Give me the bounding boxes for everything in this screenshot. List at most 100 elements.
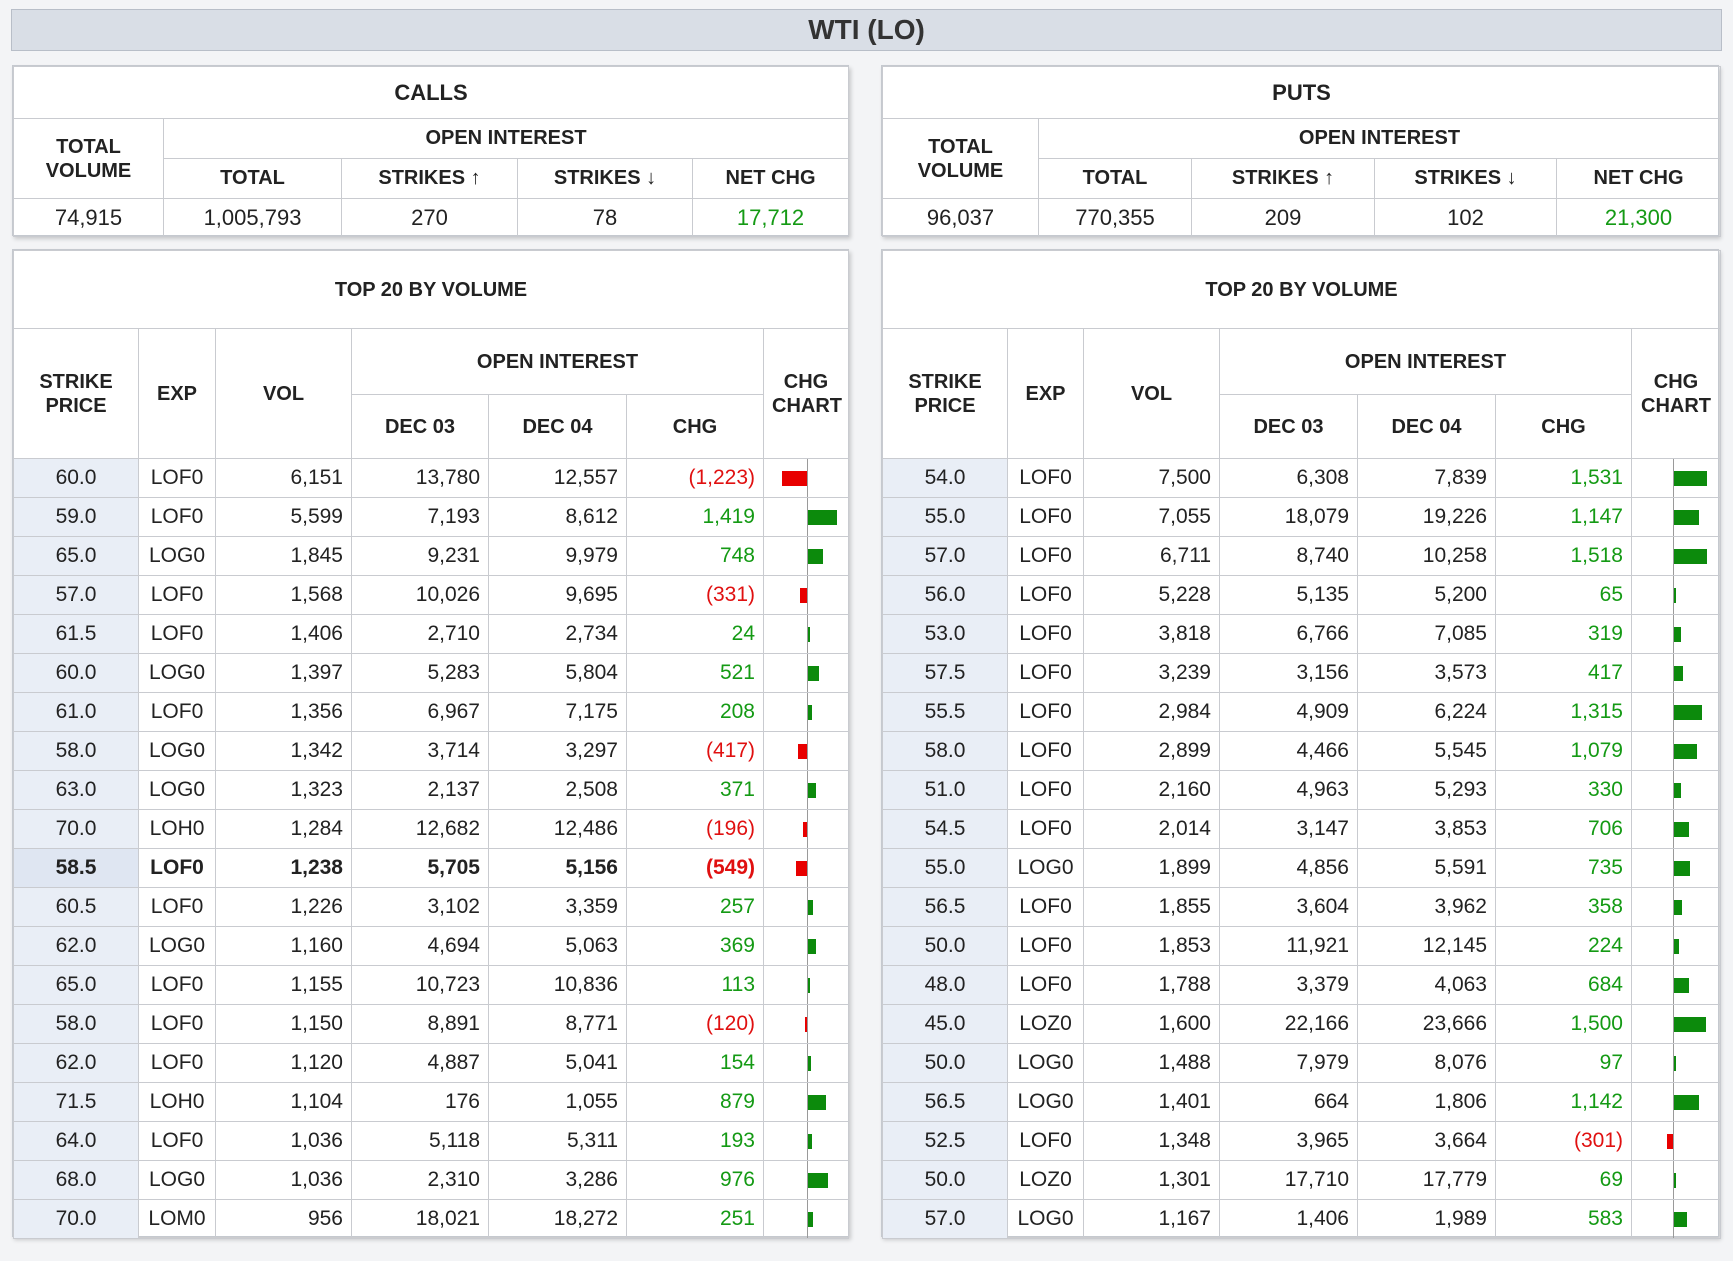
- chg-chart-cell: [762, 575, 850, 615]
- vol-cell: 1,397: [215, 653, 352, 693]
- dec03-cell: 4,963: [1219, 770, 1358, 810]
- chg-chart-axis: [1673, 810, 1674, 848]
- chg-cell: 1,500: [1495, 1004, 1632, 1044]
- exp-cell: LOF0: [1007, 731, 1084, 771]
- exp-cell: LOF0: [138, 614, 216, 654]
- dec03-cell: 6,766: [1219, 614, 1358, 654]
- calls-oi-total-value: 1,005,793: [163, 198, 342, 237]
- table-row: 58.0 LOG0 1,342 3,714 3,297 (417): [13, 731, 850, 771]
- chg-bar: [805, 1017, 807, 1032]
- chg-bar: [1674, 1212, 1687, 1227]
- chg-chart-cell: [762, 692, 850, 732]
- chg-chart-cell: [1630, 1082, 1722, 1122]
- puts-strikes-down-header: STRIKES ↓: [1374, 158, 1557, 199]
- puts-strike-price-header: STRIKE PRICE: [882, 328, 1008, 459]
- strike-price-cell: 61.5: [13, 614, 139, 654]
- puts-summary-panel: PUTS TOTAL VOLUME OPEN INTEREST TOTAL ST…: [881, 65, 1721, 237]
- chg-bar: [808, 1134, 812, 1149]
- puts-vol-header: VOL: [1083, 328, 1220, 459]
- dec03-cell: 17,710: [1219, 1160, 1358, 1200]
- chg-bar: [808, 1056, 811, 1071]
- chg-chart-cell: [762, 1199, 850, 1239]
- puts-exp-header: EXP: [1007, 328, 1084, 459]
- dec03-cell: 3,965: [1219, 1121, 1358, 1161]
- dec03-cell: 664: [1219, 1082, 1358, 1122]
- puts-dec04-header: DEC 04: [1357, 394, 1496, 459]
- exp-cell: LOG0: [1007, 1043, 1084, 1083]
- chg-cell: 976: [626, 1160, 764, 1200]
- chg-bar: [1674, 627, 1681, 642]
- exp-cell: LOH0: [138, 809, 216, 849]
- chg-chart-cell: [762, 770, 850, 810]
- exp-cell: LOF0: [138, 458, 216, 498]
- puts-strikes-up-value: 209: [1191, 198, 1375, 237]
- chg-bar: [1674, 744, 1697, 759]
- chg-chart-cell: [1630, 1160, 1722, 1200]
- chg-bar: [1674, 1095, 1699, 1110]
- dec04-cell: 5,591: [1357, 848, 1496, 888]
- chg-cell: 358: [1495, 887, 1632, 927]
- strike-price-cell: 61.0: [13, 692, 139, 732]
- chg-chart-cell: [762, 848, 850, 888]
- vol-cell: 1,853: [1083, 926, 1220, 966]
- vol-cell: 6,711: [1083, 536, 1220, 576]
- strike-price-cell: 55.0: [882, 848, 1008, 888]
- chg-cell: 369: [626, 926, 764, 966]
- strike-price-cell: 53.0: [882, 614, 1008, 654]
- puts-rows: 54.0 LOF0 7,500 6,308 7,839 1,531 55.0 LOF0 7,05…: [882, 458, 1722, 1239]
- calls-top20-panel: TOP 20 BY VOLUME STRIKE PRICE EXP VOL OP…: [12, 249, 850, 1239]
- calls-rows: 60.0 LOF0 6,151 13,780 12,557 (1,223) 59.0 LOF0…: [13, 458, 850, 1239]
- chg-chart-axis: [1673, 1161, 1674, 1199]
- chg-bar: [1674, 1056, 1676, 1071]
- table-row: 62.0 LOG0 1,160 4,694 5,063 369: [13, 926, 850, 966]
- chg-chart-cell: [1630, 458, 1722, 498]
- chg-chart-axis: [1673, 693, 1674, 731]
- chg-chart-axis: [807, 1161, 808, 1199]
- dec03-cell: 2,710: [351, 614, 489, 654]
- exp-cell: LOZ0: [1007, 1160, 1084, 1200]
- chg-chart-cell: [762, 965, 850, 1005]
- chg-cell: 24: [626, 614, 764, 654]
- page-title: WTI (LO): [11, 9, 1722, 51]
- chg-bar: [1674, 588, 1676, 603]
- table-row: 63.0 LOG0 1,323 2,137 2,508 371: [13, 770, 850, 810]
- dec03-cell: 3,156: [1219, 653, 1358, 693]
- calls-strikes-down-header: STRIKES ↓: [517, 158, 693, 199]
- chg-chart-axis: [1673, 927, 1674, 965]
- chg-bar: [808, 939, 816, 954]
- vol-cell: 2,160: [1083, 770, 1220, 810]
- table-row: 65.0 LOG0 1,845 9,231 9,979 748: [13, 536, 850, 576]
- dec03-cell: 5,705: [351, 848, 489, 888]
- table-row: 60.0 LOG0 1,397 5,283 5,804 521: [13, 653, 850, 693]
- table-row: 59.0 LOF0 5,599 7,193 8,612 1,419: [13, 497, 850, 537]
- exp-cell: LOF0: [1007, 458, 1084, 498]
- strike-price-cell: 65.0: [13, 965, 139, 1005]
- vol-cell: 1,600: [1083, 1004, 1220, 1044]
- chg-cell: 193: [626, 1121, 764, 1161]
- strike-price-cell: 63.0: [13, 770, 139, 810]
- chg-bar: [808, 627, 810, 642]
- table-row: 50.0 LOG0 1,488 7,979 8,076 97: [882, 1043, 1722, 1083]
- chg-bar: [808, 705, 812, 720]
- chg-chart-axis: [807, 498, 808, 536]
- dec03-cell: 13,780: [351, 458, 489, 498]
- dec03-cell: 5,283: [351, 653, 489, 693]
- exp-cell: LOF0: [1007, 575, 1084, 615]
- calls-strikes-up-value: 270: [341, 198, 518, 237]
- vol-cell: 2,899: [1083, 731, 1220, 771]
- puts-top20-table: TOP 20 BY VOLUME STRIKE PRICE EXP VOL OP…: [881, 250, 1722, 1239]
- puts-strikes-up-header: STRIKES ↑: [1191, 158, 1375, 199]
- puts-chg-header: CHG: [1495, 394, 1632, 459]
- chg-bar: [1674, 1173, 1676, 1188]
- chg-chart-axis: [807, 732, 808, 770]
- chg-bar: [808, 783, 816, 798]
- chg-bar: [808, 549, 823, 564]
- chg-chart-axis: [1673, 1044, 1674, 1082]
- strike-price-cell: 50.0: [882, 1043, 1008, 1083]
- chg-bar: [1674, 822, 1689, 837]
- strike-price-cell: 57.5: [882, 653, 1008, 693]
- dec04-cell: 1,806: [1357, 1082, 1496, 1122]
- dec04-cell: 10,258: [1357, 536, 1496, 576]
- strike-price-cell: 57.0: [13, 575, 139, 615]
- dec03-cell: 18,079: [1219, 497, 1358, 537]
